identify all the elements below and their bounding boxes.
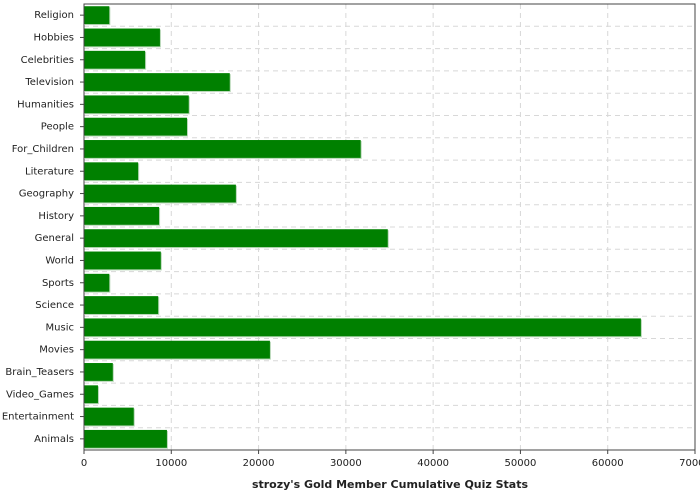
y-tick-label: Television	[24, 77, 74, 88]
bar	[84, 385, 98, 404]
bar	[84, 318, 641, 337]
bar	[84, 229, 388, 248]
y-tick-label: Music	[46, 322, 74, 333]
y-tick-label: For_Children	[12, 144, 74, 155]
bar	[84, 296, 159, 314]
bar	[84, 117, 187, 136]
bar	[84, 6, 110, 25]
y-tick-label: World	[45, 255, 74, 266]
y-tick-label: Religion	[34, 10, 74, 21]
y-tick-label: General	[35, 233, 74, 244]
y-tick-label: Literature	[25, 166, 74, 177]
x-tick-label: 50000	[505, 458, 537, 469]
bar	[84, 73, 230, 91]
y-tick-label: Movies	[39, 345, 74, 356]
y-tick-label: Sports	[42, 278, 74, 289]
x-tick-label: 40000	[417, 458, 449, 469]
y-tick-label: Humanities	[17, 99, 74, 110]
x-tick-label: 10000	[155, 458, 187, 469]
bar	[84, 95, 189, 114]
bar	[84, 206, 160, 225]
x-tick-label: 0	[81, 458, 87, 469]
x-tick-label: 20000	[243, 458, 275, 469]
bar	[84, 50, 146, 69]
y-tick-label: Video_Games	[6, 389, 74, 400]
y-tick-label: History	[38, 211, 74, 222]
bar	[84, 251, 161, 270]
bar	[84, 28, 160, 47]
bar	[84, 363, 113, 381]
y-tick-label: Hobbies	[34, 32, 74, 43]
bar	[84, 184, 236, 203]
y-tick-label: People	[41, 122, 74, 133]
bar	[84, 162, 139, 181]
y-tick-label: Animals	[34, 434, 74, 445]
plot-border	[83, 3, 696, 451]
x-tick-label: 60000	[592, 458, 624, 469]
x-tick-label: 70000	[679, 458, 700, 469]
x-tick-label: 30000	[330, 458, 362, 469]
y-tick-label: Celebrities	[21, 55, 74, 66]
x-axis-label: strozy's Gold Member Cumulative Quiz Sta…	[252, 478, 529, 491]
y-tick-label: Entertainment	[2, 412, 74, 423]
bar	[84, 429, 167, 448]
y-tick-label: Brain_Teasers	[5, 367, 74, 378]
y-tick-label: Science	[35, 300, 74, 311]
bar	[84, 340, 270, 359]
bar	[84, 273, 110, 292]
y-tick-label: Geography	[19, 189, 74, 200]
bar	[84, 140, 361, 158]
bar	[84, 407, 134, 426]
